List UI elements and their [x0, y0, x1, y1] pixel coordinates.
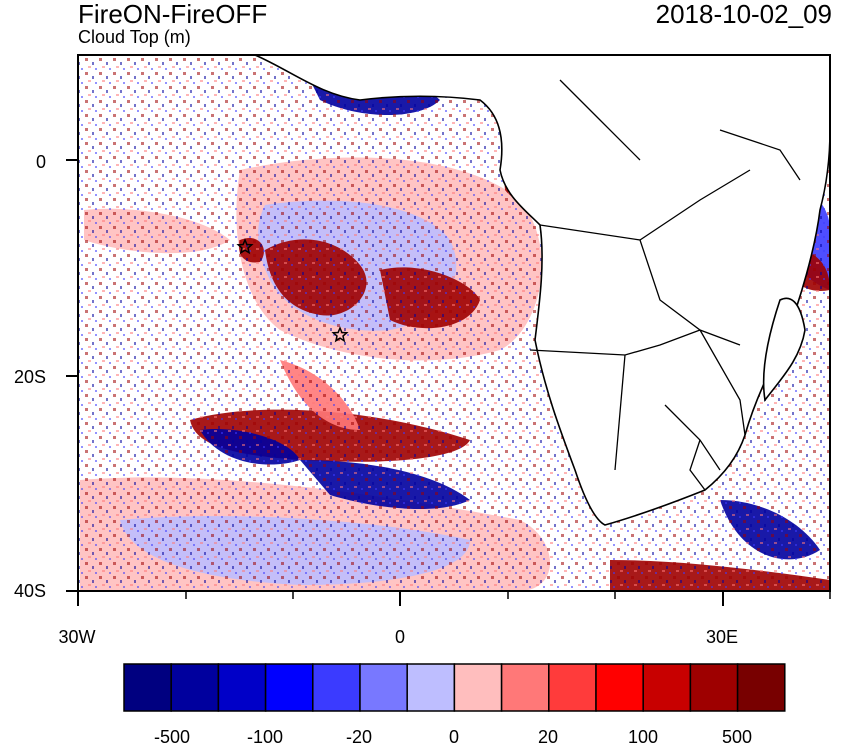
- colorbar-swatch-13: [736, 663, 786, 712]
- colorbar-swatch-1: [170, 663, 220, 712]
- madagascar: [762, 297, 806, 402]
- colorbar-label-0: -500: [153, 727, 191, 747]
- lat-label-40s: 40S: [13, 581, 46, 601]
- country-border-7: [559, 79, 641, 161]
- lon-label-0: 0: [394, 627, 405, 647]
- country-border-8: [689, 439, 706, 491]
- site-markers: [236, 238, 349, 343]
- colorbar-swatch-0: [123, 663, 172, 712]
- lat-label-20s: 20S: [13, 367, 46, 387]
- figure-timestamp: 2018-10-02_09: [655, 0, 832, 29]
- colorbar-swatch-6: [406, 663, 456, 712]
- lon-label-30e: 30E: [705, 627, 739, 647]
- site-marker-star-2: [331, 326, 349, 343]
- country-border-0: [529, 329, 701, 356]
- country-border-1: [614, 354, 626, 471]
- axis-ticks: [66, 159, 831, 606]
- country-border-2: [539, 224, 741, 346]
- figure-subtitle: Cloud Top (m): [78, 27, 191, 47]
- colorbar-label-6: 500: [721, 727, 753, 747]
- colorbar-label-1: -100: [246, 727, 284, 747]
- lon-label-30w: 30W: [58, 627, 96, 647]
- colorbar-swatch-4: [312, 663, 361, 712]
- lat-label-0: 0: [35, 152, 46, 172]
- colorbar-label-4: 20: [537, 727, 559, 747]
- colorbar-swatch-10: [595, 663, 644, 712]
- colorbar-swatch-5: [359, 663, 408, 712]
- country-border-4: [699, 329, 746, 436]
- colorbar-swatch-2: [217, 663, 267, 712]
- figure-title: FireON-FireOFF: [78, 0, 268, 29]
- map-field: [78, 55, 830, 591]
- colorbar-swatch-9: [548, 663, 597, 712]
- map-frame: [77, 54, 831, 592]
- colorbar-swatch-12: [689, 663, 739, 712]
- colorbar-swatch-11: [642, 663, 692, 712]
- colorbar-label-3: 0: [448, 727, 459, 747]
- colorbar: [123, 663, 786, 712]
- land-mask: [254, 55, 830, 526]
- colorbar-label-2: -20: [345, 727, 372, 747]
- colorbar-label-5: 100: [627, 727, 659, 747]
- colorbar-swatch-8: [500, 663, 550, 712]
- country-border-3: [639, 169, 751, 241]
- colorbar-swatch-3: [264, 663, 314, 712]
- colorbar-swatch-7: [453, 663, 503, 712]
- site-marker-star-1: [236, 238, 254, 255]
- country-border-6: [719, 129, 801, 181]
